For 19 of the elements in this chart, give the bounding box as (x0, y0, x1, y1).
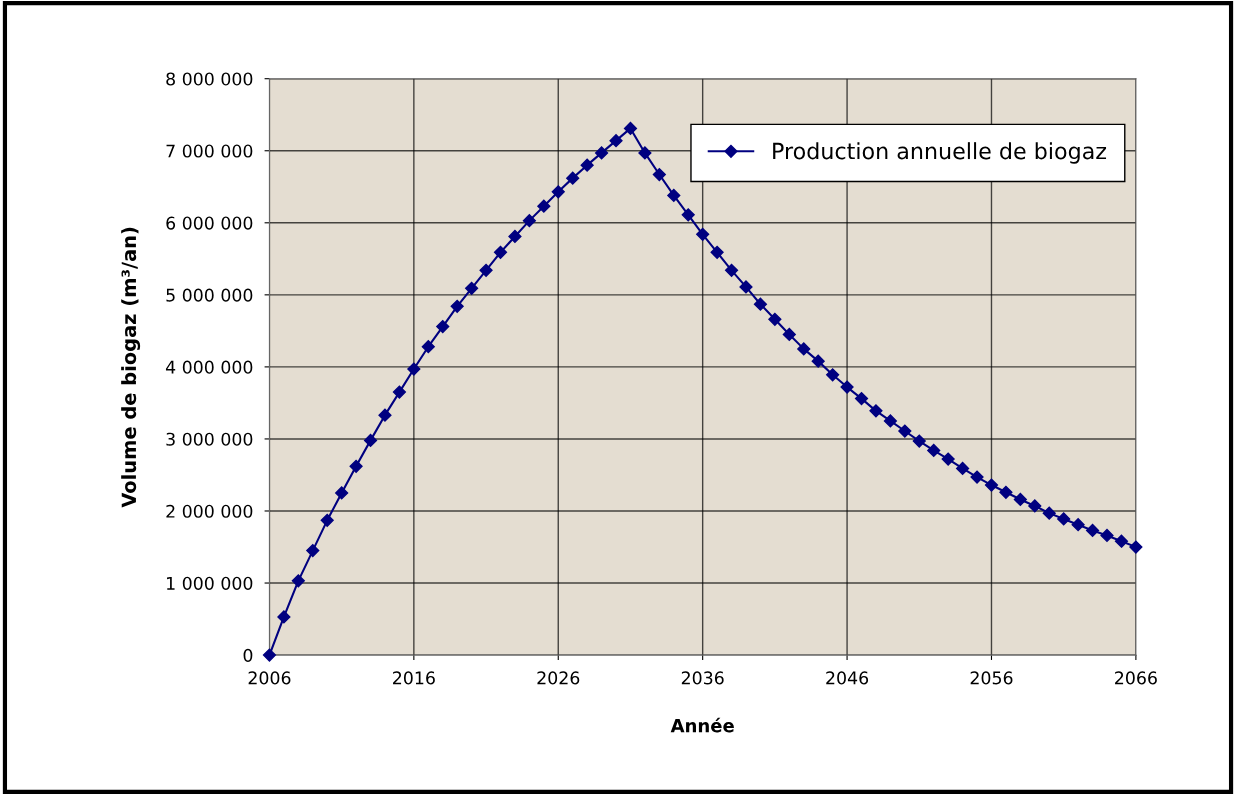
y-tick-label: 0 (243, 648, 253, 662)
legend-label: Production annuelle de biogaz (773, 142, 1107, 164)
y-tick-label: 6 000 000 (166, 216, 253, 230)
y-tick-label: 1 000 000 (167, 576, 253, 590)
y-tick-label: 8 000 000 (166, 72, 253, 86)
x-tick-label: 2046 (826, 671, 869, 685)
y-tick-label: 5 000 000 (166, 288, 253, 302)
x-tick-label: 2036 (681, 671, 724, 685)
x-tick-label: 2066 (1115, 671, 1157, 685)
x-tick-label: 2006 (248, 671, 291, 685)
x-tick-label: 2026 (537, 671, 580, 685)
x-axis-title: Année (670, 717, 734, 733)
y-tick-label: 3 000 000 (166, 432, 253, 446)
y-axis-title: Volume de biogaz (m³/an) (121, 227, 141, 508)
x-tick-label: 2016 (393, 671, 435, 685)
y-tick-label: 2 000 000 (166, 504, 253, 518)
y-tick-label: 7 000 000 (166, 144, 253, 158)
y-tick-label: 4 000 000 (165, 360, 253, 374)
x-tick-label: 2056 (970, 671, 1013, 685)
